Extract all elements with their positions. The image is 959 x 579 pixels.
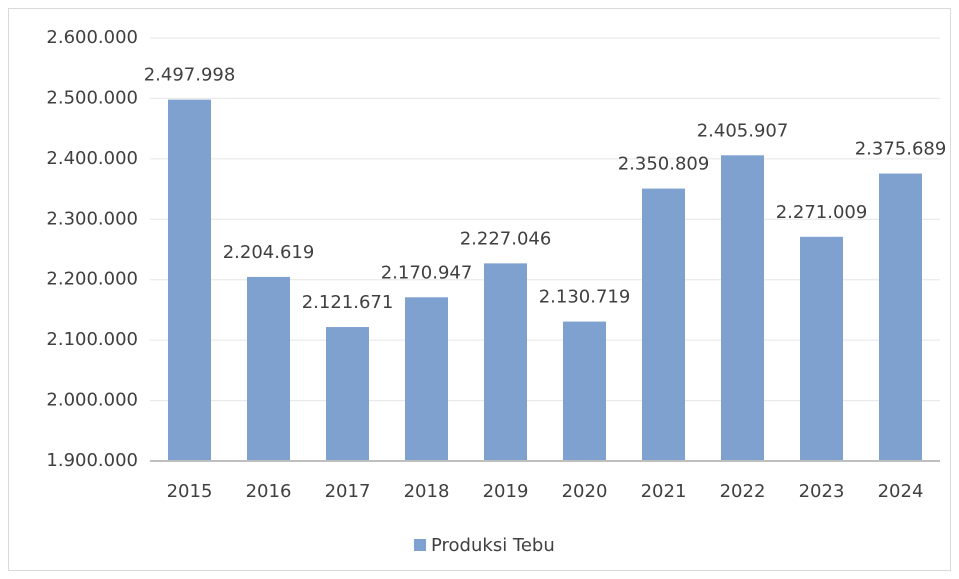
legend-swatch — [414, 539, 426, 551]
bar — [800, 236, 843, 461]
value-label: 2.204.619 — [223, 242, 315, 263]
x-tick-label: 2015 — [167, 481, 213, 502]
value-label: 2.350.809 — [618, 154, 710, 175]
y-tick-label: 2.000.000 — [46, 390, 138, 411]
x-tick-label: 2023 — [799, 481, 845, 502]
x-tick-label: 2020 — [562, 481, 608, 502]
y-tick-label: 2.200.000 — [46, 269, 138, 290]
value-label: 2.227.046 — [460, 228, 552, 249]
x-tick-label: 2016 — [246, 481, 292, 502]
y-tick-label: 2.400.000 — [46, 148, 138, 169]
x-tick-label: 2017 — [325, 481, 371, 502]
y-tick-label: 2.600.000 — [46, 27, 138, 48]
bar — [642, 188, 685, 461]
value-label: 2.375.689 — [855, 139, 947, 160]
value-label: 2.405.907 — [697, 120, 789, 141]
y-tick-label: 2.500.000 — [46, 87, 138, 108]
bar — [563, 321, 606, 461]
bar — [326, 327, 369, 461]
value-label: 2.271.009 — [776, 202, 868, 223]
value-label: 2.170.947 — [381, 262, 473, 283]
bar — [168, 99, 211, 461]
x-tick-label: 2018 — [404, 481, 450, 502]
bar — [484, 263, 527, 461]
x-tick-label: 2021 — [641, 481, 687, 502]
value-label: 2.121.671 — [302, 292, 394, 313]
value-label: 2.130.719 — [539, 287, 631, 308]
value-label: 2.497.998 — [144, 65, 236, 86]
bar — [405, 297, 448, 461]
bar — [247, 276, 290, 461]
y-tick-label: 2.300.000 — [46, 208, 138, 229]
bar — [721, 155, 764, 461]
chart-border — [8, 8, 951, 571]
legend-label: Produksi Tebu — [431, 535, 555, 556]
x-tick-label: 2019 — [483, 481, 529, 502]
x-tick-label: 2022 — [720, 481, 766, 502]
y-tick-label: 1.900.000 — [46, 450, 138, 471]
x-tick-label: 2024 — [878, 481, 924, 502]
bar — [879, 173, 922, 462]
y-tick-label: 2.100.000 — [46, 329, 138, 350]
